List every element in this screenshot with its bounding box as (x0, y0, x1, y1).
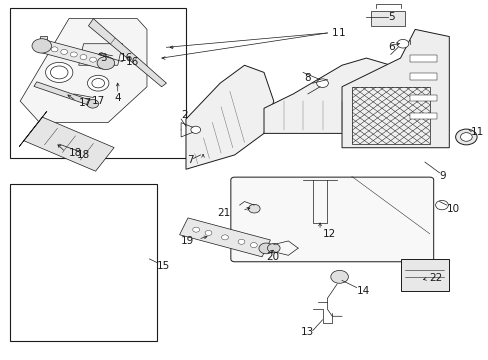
Circle shape (87, 99, 99, 108)
Polygon shape (34, 82, 94, 106)
Polygon shape (341, 30, 448, 148)
Text: 8: 8 (304, 73, 310, 83)
Circle shape (204, 230, 211, 235)
Circle shape (248, 204, 260, 213)
Text: 17: 17 (79, 98, 92, 108)
Circle shape (92, 78, 104, 88)
Circle shape (32, 39, 51, 53)
Circle shape (45, 62, 73, 82)
Circle shape (238, 239, 244, 244)
Text: 10: 10 (446, 204, 459, 214)
Text: 12: 12 (322, 229, 335, 239)
Circle shape (87, 75, 109, 91)
Text: 20: 20 (266, 252, 279, 262)
Bar (409, 73, 436, 80)
Polygon shape (264, 58, 400, 134)
Text: 16: 16 (125, 57, 139, 67)
Circle shape (80, 55, 87, 59)
Text: 11: 11 (470, 127, 484, 136)
Circle shape (97, 57, 115, 69)
Text: 18: 18 (77, 150, 90, 160)
Circle shape (190, 126, 200, 134)
Text: 14: 14 (356, 286, 369, 296)
Bar (409, 113, 436, 119)
Text: 1: 1 (331, 28, 338, 38)
Circle shape (70, 52, 77, 57)
Text: 6: 6 (387, 42, 394, 52)
Text: 5: 5 (387, 12, 394, 22)
Polygon shape (370, 12, 405, 26)
Circle shape (221, 235, 228, 240)
Bar (409, 95, 436, 101)
Circle shape (330, 270, 347, 283)
Circle shape (396, 40, 408, 48)
Bar (409, 55, 436, 62)
Text: 16: 16 (120, 53, 133, 63)
Text: 15: 15 (157, 261, 170, 271)
Circle shape (435, 201, 447, 210)
Text: 22: 22 (428, 273, 441, 283)
Polygon shape (39, 40, 109, 69)
Polygon shape (234, 180, 429, 259)
Polygon shape (179, 218, 270, 257)
Circle shape (316, 79, 328, 87)
Bar (10, 184, 157, 341)
Bar (351, 87, 429, 144)
Bar (400, 259, 448, 291)
Circle shape (267, 243, 280, 253)
Circle shape (89, 57, 96, 62)
Text: 18: 18 (69, 148, 82, 158)
Text: 9: 9 (439, 171, 445, 181)
Circle shape (61, 49, 67, 54)
Circle shape (258, 243, 273, 254)
Polygon shape (20, 19, 147, 123)
Text: 1: 1 (338, 28, 345, 38)
Circle shape (51, 47, 58, 52)
Polygon shape (88, 19, 166, 87)
Text: 17: 17 (91, 96, 104, 106)
Polygon shape (185, 65, 273, 169)
Polygon shape (24, 117, 114, 171)
Text: 4: 4 (114, 93, 121, 103)
Text: 2: 2 (181, 111, 187, 121)
Circle shape (250, 243, 257, 248)
Circle shape (460, 133, 471, 141)
Polygon shape (79, 44, 122, 65)
Text: 7: 7 (187, 155, 194, 165)
Bar (40, 36, 47, 40)
FancyBboxPatch shape (230, 177, 433, 262)
Circle shape (455, 129, 476, 145)
Text: 3: 3 (100, 53, 106, 63)
Bar (10, 8, 185, 158)
Circle shape (50, 66, 68, 79)
Text: 19: 19 (181, 236, 194, 246)
Circle shape (192, 227, 199, 232)
Text: 13: 13 (301, 327, 314, 337)
Polygon shape (19, 111, 47, 147)
Text: 21: 21 (217, 208, 230, 218)
